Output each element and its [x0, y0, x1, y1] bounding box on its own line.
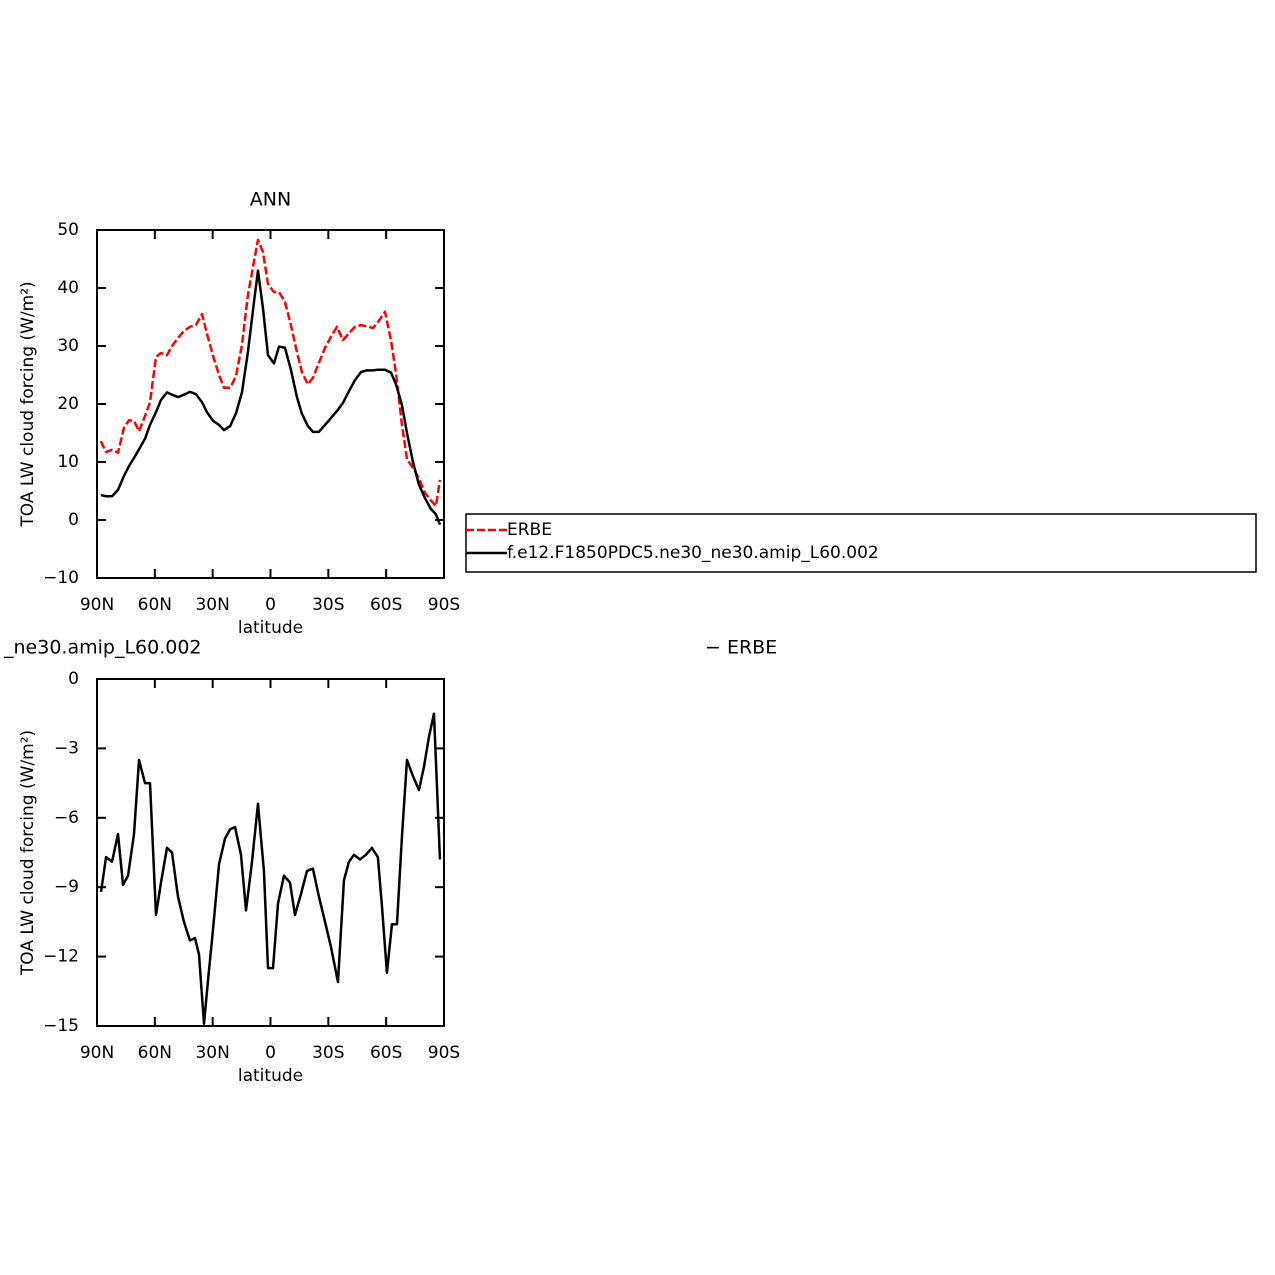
x-tick-label: 30S	[312, 1043, 344, 1063]
x-tick-label: 60N	[138, 595, 172, 615]
y-tick-label: 20	[57, 394, 79, 414]
y-tick-label: −10	[43, 568, 79, 588]
y-tick-label: 10	[57, 452, 79, 472]
series-line	[99, 238, 442, 508]
y-tick-label: −3	[54, 738, 79, 758]
series-line	[100, 269, 442, 526]
y-tick-label: −15	[43, 1016, 79, 1036]
y-tick-label: −9	[54, 877, 79, 897]
x-tick-label: 90N	[80, 595, 114, 615]
y-axis-label: TOA LW cloud forcing (W/m²)	[18, 730, 38, 976]
y-tick-label: 40	[57, 278, 79, 298]
y-axis-label: TOA LW cloud forcing (W/m²)	[18, 281, 38, 527]
x-tick-label: 60S	[370, 1043, 402, 1063]
plot: 90N 60N 30N 0 30S 60S 90S −10 0 10 20 30 40 50 latitud…	[18, 189, 460, 639]
chart-title-right: − ERBE	[705, 637, 777, 659]
x-tick-label: 90S	[428, 1043, 460, 1063]
legend-box	[465, 513, 1257, 573]
legend-label: f.e12.F1850PDC5.ne30_ne30.amip_L60.002	[507, 543, 879, 563]
legend: ERBE f.e12.F1850PDC5.ne30_ne30.amip_L60.0…	[465, 513, 1257, 573]
x-tick-label: 0	[265, 595, 276, 615]
x-tick-label: 0	[265, 1043, 276, 1063]
x-tick-label: 30S	[312, 595, 344, 615]
plot: 90N 60N 30N 0 30S 60S 90S −15 −12 −9 −6 −3 0 latitude…	[3, 637, 777, 1087]
legend-label: ERBE	[507, 520, 552, 540]
x-axis-label: latitude	[238, 1066, 303, 1086]
x-tick-label: 90S	[428, 595, 460, 615]
x-tick-label: 90N	[80, 1043, 114, 1063]
y-tick-label: −6	[54, 808, 79, 828]
y-tick-label: −12	[43, 947, 79, 967]
chart-title: ANN	[250, 189, 291, 211]
x-tick-label: 60S	[370, 595, 402, 615]
y-tick-label: 0	[68, 669, 79, 689]
y-tick-label: 30	[57, 336, 79, 356]
data-line	[99, 712, 442, 1025]
x-axis-label: latitude	[238, 618, 303, 638]
y-tick-label: 50	[57, 220, 79, 240]
y-tick-label: 0	[68, 510, 79, 530]
chart-title-left: _ne30.amip_L60.002	[3, 637, 202, 659]
x-tick-label: 30N	[195, 595, 229, 615]
x-tick-label: 60N	[138, 1043, 172, 1063]
x-tick-label: 30N	[195, 1043, 229, 1063]
